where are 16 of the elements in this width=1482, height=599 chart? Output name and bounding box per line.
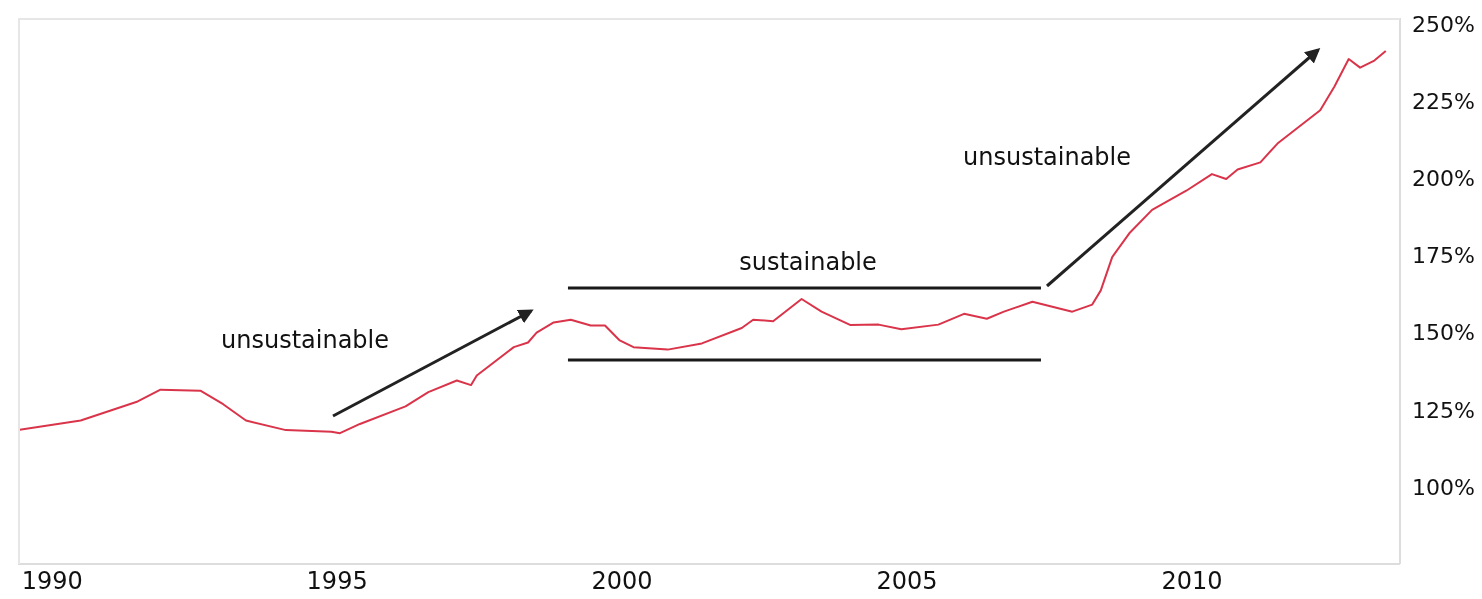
x-tick-label: 2000: [591, 567, 653, 596]
y-tick-label: 175%: [1412, 243, 1475, 269]
x-tick-label: 1990: [21, 567, 83, 596]
y-tick-label: 250%: [1412, 11, 1475, 37]
annotation: unsustainable: [962, 143, 1132, 171]
annotation: unsustainable: [220, 326, 390, 354]
y-tick-label: 225%: [1412, 89, 1475, 115]
y-tick-label: 200%: [1412, 166, 1475, 192]
x-tick-label: 2010: [1161, 567, 1223, 596]
y-tick-label: 125%: [1412, 397, 1475, 423]
x-tick-label: 1995: [306, 567, 368, 596]
y-tick-label: 100%: [1412, 474, 1475, 500]
line-series: [18, 50, 1387, 435]
y-tick-label: 150%: [1412, 320, 1475, 346]
annotation: sustainable: [739, 248, 877, 276]
x-tick-label: 2005: [876, 567, 938, 596]
